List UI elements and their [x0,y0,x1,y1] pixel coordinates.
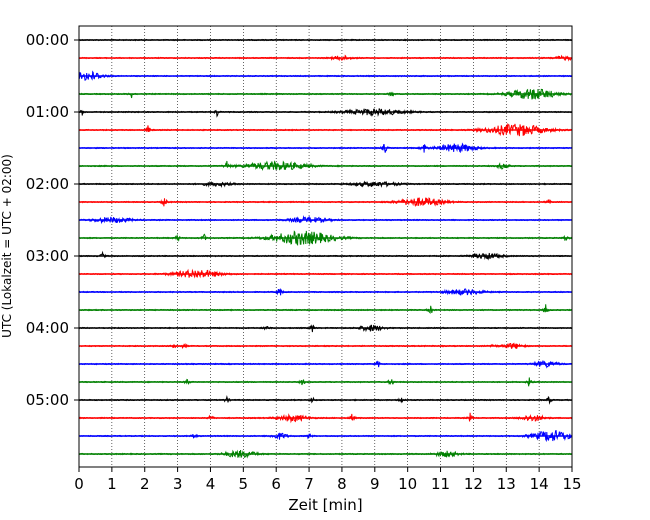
x-axis-label: Zeit [min] [288,496,362,514]
x-tick-label: 8 [337,475,347,493]
y-axis-label: UTC (Lokalzeit = UTC + 02:00) [0,154,14,338]
x-tick-label: 7 [304,475,314,493]
x-tick-label: 9 [370,475,380,493]
x-tick-label: 15 [562,475,581,493]
plot-background [79,26,572,467]
x-tick-label: 12 [464,475,483,493]
x-tick-label: 14 [530,475,549,493]
y-tick-label: 04:00 [26,319,69,337]
x-tick-label: 6 [271,475,281,493]
y-tick-label: 02:00 [26,175,69,193]
y-axis-ticks: 00:00 01:00 02:00 03:00 04:00 05:00 [26,31,79,409]
x-tick-label: 1 [107,475,117,493]
x-tick-label: 10 [398,475,417,493]
x-axis-ticks: 0 1 2 3 4 5 6 7 8 9 10 11 12 13 14 15 [74,467,582,493]
y-tick-label: 01:00 [26,103,69,121]
y-tick-label: 03:00 [26,247,69,265]
plot-frame [78,25,573,468]
x-tick-label: 4 [206,475,216,493]
trace-group [78,38,573,459]
x-tick-label: 11 [431,475,450,493]
y-tick-label: 00:00 [26,31,69,49]
x-tick-label: 5 [239,475,249,493]
y-tick-label: 05:00 [26,391,69,409]
x-tick-label: 3 [173,475,183,493]
x-tick-label: 13 [497,475,516,493]
x-tick-label: 0 [74,475,84,493]
x-tick-label: 2 [140,475,150,493]
